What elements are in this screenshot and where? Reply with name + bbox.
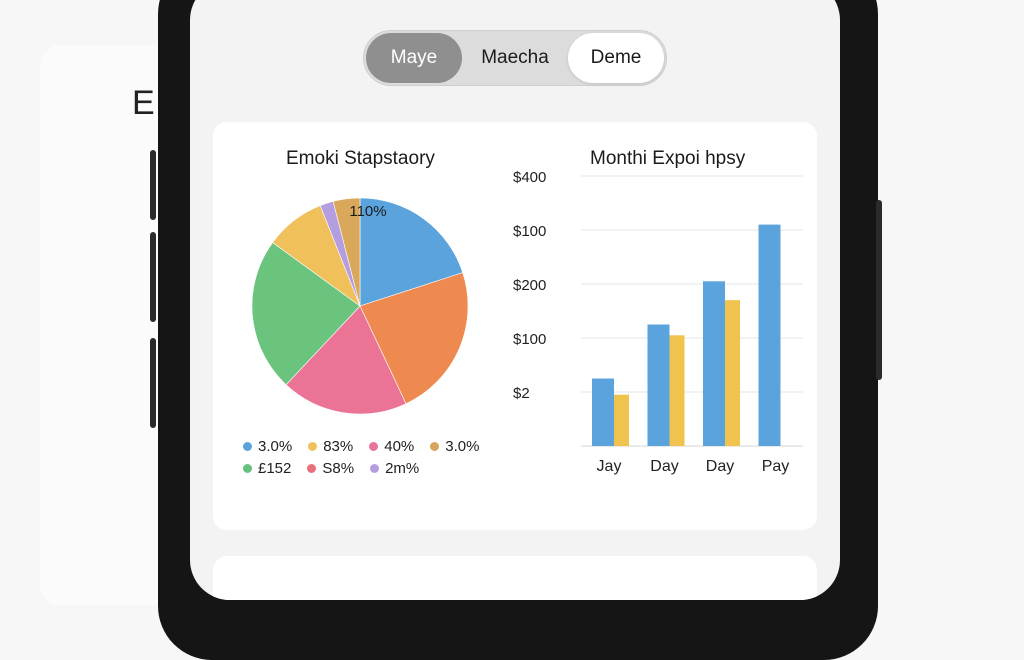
legend-label: S8%: [322, 459, 355, 477]
phone-side-button: [150, 338, 156, 428]
pie-chart: 110%: [251, 197, 469, 415]
legend-item: 3.0%: [430, 438, 479, 455]
bar: [592, 378, 614, 446]
y-tick-label: $100: [513, 331, 546, 348]
background-partial-letter: E: [132, 84, 155, 122]
charts-card: Emoki Stapstaory Monthi Expoi hpsy 110% …: [213, 122, 817, 530]
pie-callout-label: 110%: [349, 203, 386, 220]
segment-maye[interactable]: Maye: [366, 33, 462, 83]
legend-swatch: [430, 441, 440, 451]
pie-slice: [332, 197, 361, 307]
legend-label: 83%: [323, 437, 354, 455]
phone-screen: Maye Maecha Deme Emoki Stapstaory Monthi…: [190, 0, 840, 600]
legend-swatch: [243, 463, 252, 473]
legend-swatch: [243, 441, 252, 451]
pie-chart-title: Emoki Stapstaory: [286, 148, 435, 169]
lower-card: [213, 556, 817, 600]
phone-side-button: [150, 150, 156, 220]
x-tick-label: Pay: [762, 458, 790, 475]
bar: [758, 224, 781, 446]
legend-item: 83%: [308, 438, 353, 455]
legend-item: £152: [243, 460, 291, 477]
bar-chart: $400 $100 $200 $100 $2 Jay Day Day Pay: [513, 169, 803, 475]
legend-swatch: [370, 463, 380, 473]
legend-item: 40%: [369, 438, 414, 455]
pie-slice: [285, 305, 407, 415]
pie-legend: 3.0% 83% 40% 3.0% £152 S8% 2m%: [243, 435, 503, 479]
bar: [725, 300, 740, 446]
legend-item: 3.0%: [243, 438, 292, 455]
y-tick-label: $200: [513, 277, 546, 294]
pie-slice: [251, 242, 361, 386]
bar: [614, 394, 629, 446]
segment-maecha[interactable]: Maecha: [481, 47, 549, 68]
bar: [669, 335, 685, 446]
legend-label: 3.0%: [258, 437, 293, 455]
legend-swatch: [308, 441, 318, 451]
y-tick-label: $100: [513, 223, 546, 240]
legend-label: £152: [258, 459, 292, 477]
bar: [647, 324, 670, 446]
x-tick-label: Day: [650, 458, 678, 475]
bar: [703, 281, 725, 446]
phone-power-button: [876, 200, 882, 380]
legend-swatch: [369, 441, 379, 451]
y-tick-label: $400: [513, 169, 546, 186]
x-tick-label: Day: [706, 458, 734, 475]
bar-chart-title: Monthi Expoi hpsy: [590, 148, 746, 169]
legend-label: 40%: [384, 437, 415, 455]
phone-side-button: [150, 232, 156, 322]
x-tick-label: Jay: [597, 458, 622, 475]
legend-item: 2m%: [370, 460, 419, 477]
pie-slice: [359, 197, 464, 307]
pie-slice: [359, 272, 469, 405]
y-tick-label: $2: [513, 385, 530, 402]
legend-label: 2m%: [385, 459, 420, 477]
legend-item: S8%: [307, 460, 354, 477]
segment-deme[interactable]: Deme: [568, 33, 664, 83]
segmented-control: Maye Maecha Deme: [363, 30, 667, 86]
legend-swatch: [307, 463, 317, 473]
legend-label: 3.0%: [445, 437, 480, 455]
